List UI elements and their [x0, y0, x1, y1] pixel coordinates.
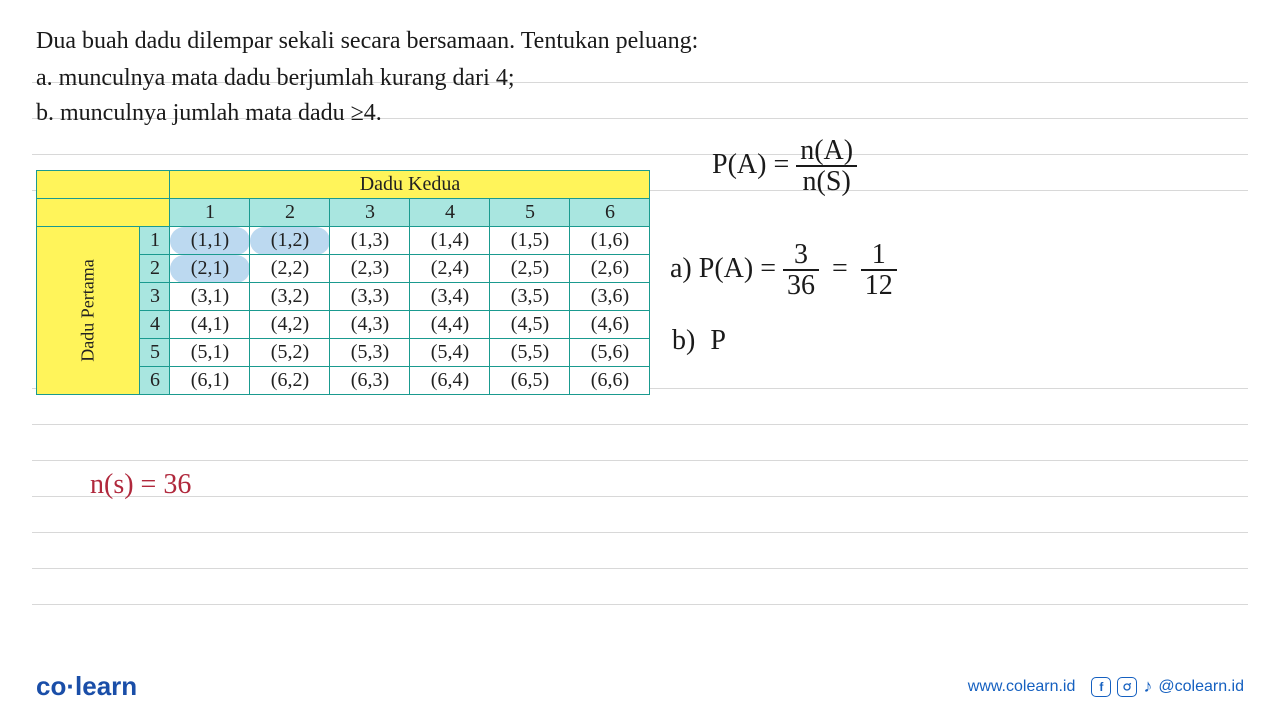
row-num-1: 1 — [140, 227, 170, 255]
tiktok-icon: ♪ — [1143, 676, 1152, 697]
corner-cell-2 — [37, 199, 170, 227]
cell-4-4: (4,4) — [410, 311, 490, 339]
cell-2-5: (2,5) — [490, 255, 570, 283]
cell-5-3: (5,3) — [330, 339, 410, 367]
dice-table: Dadu Kedua123456Dadu Pertama1(1,1)(1,2)(… — [36, 170, 650, 395]
cell-4-1: (4,1) — [170, 311, 250, 339]
cell-3-4: (3,4) — [410, 283, 490, 311]
row-num-2: 2 — [140, 255, 170, 283]
cell-1-4: (1,4) — [410, 227, 490, 255]
question-item-a: a. munculnya mata dadu berjumlah kurang … — [36, 61, 1244, 96]
cell-2-2: (2,2) — [250, 255, 330, 283]
side-header: Dadu Pertama — [37, 227, 140, 395]
cell-1-3: (1,3) — [330, 227, 410, 255]
top-header: Dadu Kedua — [170, 171, 650, 199]
cell-5-1: (5,1) — [170, 339, 250, 367]
cell-3-3: (3,3) — [330, 283, 410, 311]
cell-2-6: (2,6) — [570, 255, 650, 283]
cell-6-6: (6,6) — [570, 367, 650, 395]
cell-6-1: (6,1) — [170, 367, 250, 395]
cell-5-6: (5,6) — [570, 339, 650, 367]
question-item-b: b. munculnya jumlah mata dadu ≥4. — [36, 96, 1244, 131]
cell-4-3: (4,3) — [330, 311, 410, 339]
logo: co·learn — [36, 671, 137, 702]
row-num-3: 3 — [140, 283, 170, 311]
cell-1-2: (1,2) — [250, 227, 330, 255]
col-num-6: 6 — [570, 199, 650, 227]
footer-url: www.colearn.id — [968, 678, 1076, 696]
cell-6-4: (6,4) — [410, 367, 490, 395]
question-block: Dua buah dadu dilempar sekali secara ber… — [36, 24, 1244, 130]
cell-1-1: (1,1) — [170, 227, 250, 255]
col-num-5: 5 — [490, 199, 570, 227]
col-num-3: 3 — [330, 199, 410, 227]
cell-2-1: (2,1) — [170, 255, 250, 283]
cell-5-4: (5,4) — [410, 339, 490, 367]
cell-6-5: (6,5) — [490, 367, 570, 395]
cell-3-6: (3,6) — [570, 283, 650, 311]
footer: co·learn www.colearn.id f ♪ @colearn.id — [36, 671, 1244, 702]
col-num-4: 4 — [410, 199, 490, 227]
instagram-icon — [1117, 677, 1137, 697]
cell-4-6: (4,6) — [570, 311, 650, 339]
facebook-icon: f — [1091, 677, 1111, 697]
cell-3-1: (3,1) — [170, 283, 250, 311]
content-area: Dua buah dadu dilempar sekali secara ber… — [0, 0, 1280, 424]
cell-4-5: (4,5) — [490, 311, 570, 339]
cell-2-4: (2,4) — [410, 255, 490, 283]
row-num-4: 4 — [140, 311, 170, 339]
cell-3-2: (3,2) — [250, 283, 330, 311]
hand-ns: n(s) = 36 — [90, 470, 191, 501]
cell-5-5: (5,5) — [490, 339, 570, 367]
cell-1-6: (1,6) — [570, 227, 650, 255]
question-main: Dua buah dadu dilempar sekali secara ber… — [36, 24, 1244, 59]
corner-cell — [37, 171, 170, 199]
cell-1-5: (1,5) — [490, 227, 570, 255]
row-num-6: 6 — [140, 367, 170, 395]
col-num-2: 2 — [250, 199, 330, 227]
row-num-5: 5 — [140, 339, 170, 367]
cell-2-3: (2,3) — [330, 255, 410, 283]
social-icons: f ♪ @colearn.id — [1091, 676, 1244, 697]
dice-table-wrap: Dadu Kedua123456Dadu Pertama1(1,1)(1,2)(… — [36, 170, 650, 395]
cell-4-2: (4,2) — [250, 311, 330, 339]
col-num-1: 1 — [170, 199, 250, 227]
cell-6-3: (6,3) — [330, 367, 410, 395]
cell-6-2: (6,2) — [250, 367, 330, 395]
cell-5-2: (5,2) — [250, 339, 330, 367]
cell-3-5: (3,5) — [490, 283, 570, 311]
footer-right: www.colearn.id f ♪ @colearn.id — [968, 676, 1244, 697]
footer-handle: @colearn.id — [1158, 678, 1244, 696]
